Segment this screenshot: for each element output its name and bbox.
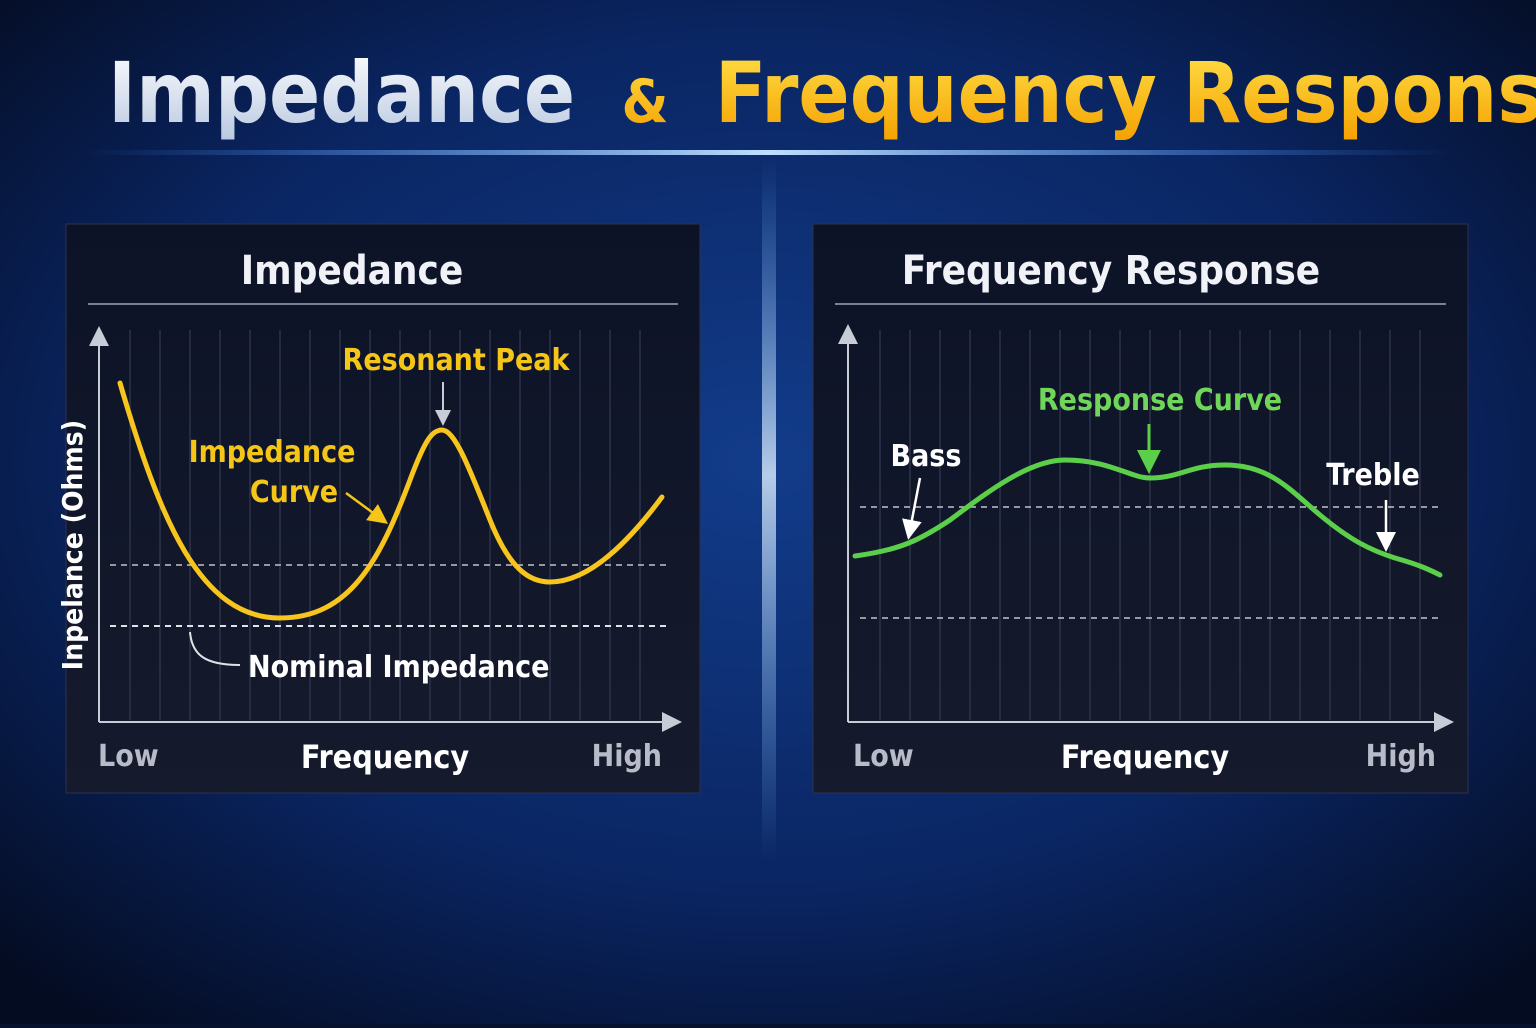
x-high-label: High (592, 739, 662, 774)
x-low-label: Low (853, 739, 914, 774)
title-amp: & (621, 67, 668, 137)
curve-arrow (345, 491, 389, 524)
center-glow (762, 160, 776, 860)
curve-label: Curve (250, 475, 338, 510)
curve-label: Response Curve (1038, 383, 1282, 418)
nominal-pointer (189, 631, 241, 666)
impedance-curve (117, 380, 665, 621)
peak-label: Resonant Peak (343, 343, 571, 378)
nominal-label: Nominal Impedance (248, 650, 549, 685)
bass-label: Bass (891, 439, 962, 474)
x-axis-label: Frequency (1061, 738, 1230, 776)
treble-label: Treble (1326, 458, 1420, 493)
x-high-label: High (1366, 739, 1436, 774)
title-part2: Frequency Response (715, 44, 1536, 142)
y-axis-label: Inpelance (Ohms) (56, 420, 89, 670)
x-low-label: Low (98, 739, 159, 774)
panel-title: Impedance (241, 248, 463, 294)
frequency-response-panel: Frequency Response Response Curve Bass T… (812, 223, 1469, 794)
bass-arrow (902, 477, 922, 540)
x-axis-label: Frequency (301, 738, 470, 776)
title-underline-glow (80, 150, 1456, 155)
impedance-panel: Impedance Resonant Peak Impedance Curve … (56, 223, 701, 794)
response-curve (852, 457, 1443, 578)
curve-label: Impedance (189, 435, 356, 470)
title-part1: Impedance (108, 44, 575, 142)
grid (129, 330, 641, 720)
main-title: Impedance & Frequency Response (108, 44, 1536, 142)
panel-title: Frequency Response (902, 248, 1320, 294)
panel-bg (812, 223, 1469, 794)
